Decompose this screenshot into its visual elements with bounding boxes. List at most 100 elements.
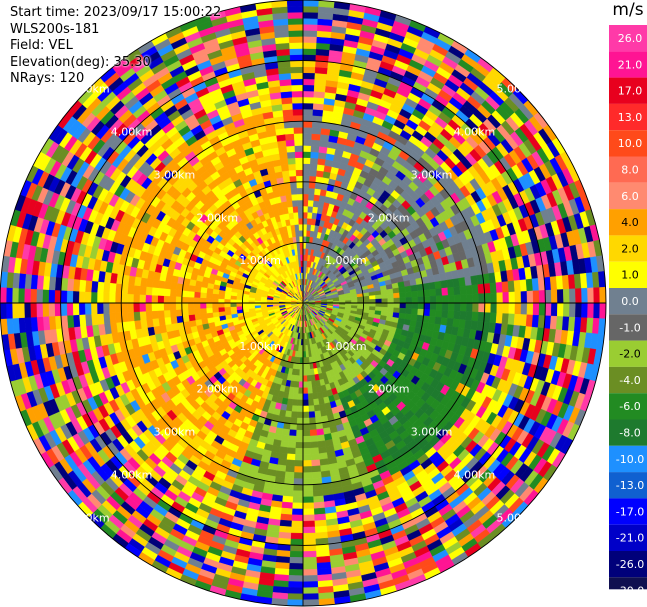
range-gate-cell: [544, 302, 552, 317]
range-gate-cell: [302, 17, 319, 25]
range-gate-cell: [11, 302, 19, 319]
range-gate-cell: [587, 302, 595, 319]
range-gate-cell: [310, 447, 320, 455]
range-gate-cell: [575, 288, 583, 304]
range-gate-cell: [205, 292, 213, 299]
range-gate-cell: [387, 293, 395, 299]
range-gate-cell: [157, 302, 165, 311]
range-gate-cell: [496, 302, 504, 314]
range-gate-cell: [302, 169, 311, 177]
range-gate-cell: [513, 313, 522, 327]
range-gate-cell: [399, 291, 407, 299]
range-gate-cell: [569, 302, 576, 318]
range-gate-cell: [531, 314, 540, 328]
range-gate-cell: [302, 199, 309, 207]
range-gate-cell: [279, 513, 293, 522]
range-gate-cell: [302, 508, 315, 516]
range-gate-cell: [471, 284, 479, 295]
range-gate-cell: [435, 309, 443, 318]
range-gate-cell: [293, 472, 304, 479]
range-gate-cell: [310, 145, 320, 153]
range-gate-cell: [466, 293, 473, 304]
range-gate-cell: [316, 170, 325, 178]
range-gate-cell: [489, 282, 497, 294]
range-gate-cell: [556, 302, 564, 317]
range-gate-cell: [287, 593, 304, 601]
range-gate-cell: [151, 286, 159, 296]
range-gate-cell: [308, 417, 316, 425]
range-gate-cell: [199, 302, 207, 309]
range-gate-cell: [127, 302, 134, 313]
range-gate-cell: [291, 508, 304, 516]
range-gate-cell: [309, 169, 318, 177]
range-gate-cell: [307, 211, 313, 219]
range-gate-cell: [290, 538, 304, 546]
range-gate-cell: [405, 297, 413, 304]
range-gate-cell: [435, 295, 443, 304]
range-gate-cell: [127, 293, 134, 304]
range-gate-cell: [508, 302, 516, 315]
range-gate-cell: [311, 386, 318, 394]
range-gate-cell: [36, 288, 44, 304]
range-gate-cell: [169, 288, 177, 297]
range-gate-cell: [103, 281, 111, 294]
range-gate-cell: [302, 544, 317, 552]
range-gate-cell: [302, 84, 315, 92]
range-gate-cell: [363, 295, 370, 301]
range-gate-cell: [17, 302, 25, 319]
range-gate-cell: [593, 302, 601, 319]
range-gate-cell: [72, 302, 80, 316]
range-gate-cell: [302, 90, 315, 98]
range-gate-cell: [84, 302, 92, 315]
range-gate-cell: [211, 293, 219, 299]
range-gate-cell: [193, 297, 201, 304]
range-gate-cell: [302, 66, 316, 74]
range-gate-cell: [291, 399, 299, 407]
range-gate-cell: [242, 302, 249, 307]
range-gate-cell: [157, 287, 165, 296]
range-gate-cell: [242, 305, 250, 310]
range-gate-cell: [108, 302, 116, 314]
range-gate-cell: [287, 441, 296, 449]
range-gate-cell: [288, 569, 304, 576]
range-gate-cell: [187, 302, 195, 310]
range-gate-cell: [193, 302, 201, 309]
range-gate-cell: [5, 287, 13, 304]
range-gate-cell: [316, 555, 331, 564]
range-gate-cell: [357, 299, 364, 304]
range-gate-cell: [429, 302, 437, 311]
range-gate-cell: [302, 399, 309, 407]
range-gate-cell: [314, 72, 328, 81]
range-gate-cell: [489, 312, 497, 324]
range-gate-cell: [313, 507, 326, 516]
range-gate-cell: [292, 484, 304, 492]
range-gate-cell: [593, 287, 601, 304]
range-gate-cell: [294, 447, 304, 455]
range-gate-cell: [302, 175, 310, 183]
range-gate-cell: [314, 410, 322, 418]
range-gate-cell: [292, 393, 299, 401]
range-gate-cell: [550, 302, 558, 317]
range-gate-cell: [54, 289, 62, 304]
range-gate-cell: [411, 290, 419, 298]
range-gate-cell: [200, 312, 208, 320]
range-gate-cell: [286, 599, 304, 606]
range-gate-cell: [310, 157, 319, 165]
range-gate-cell: [288, 575, 304, 583]
range-gate-cell: [230, 306, 237, 311]
range-gate-cell: [181, 302, 189, 310]
range-gate-cell: [90, 302, 98, 315]
range-gate-cell: [302, 593, 319, 601]
range-gate-cell: [312, 495, 325, 503]
range-gate-cell: [302, 411, 310, 419]
range-gate-cell: [42, 289, 50, 304]
range-gate-cell: [169, 309, 177, 318]
range-gate-cell: [393, 302, 401, 309]
range-gate-cell: [472, 302, 479, 313]
range-gate-cell: [308, 181, 316, 189]
range-gate-cell: [42, 275, 51, 290]
range-gate-cell: [157, 310, 165, 319]
range-gate-cell: [181, 290, 189, 298]
range-gate-cell: [311, 471, 322, 479]
range-gate-cell: [302, 54, 317, 62]
